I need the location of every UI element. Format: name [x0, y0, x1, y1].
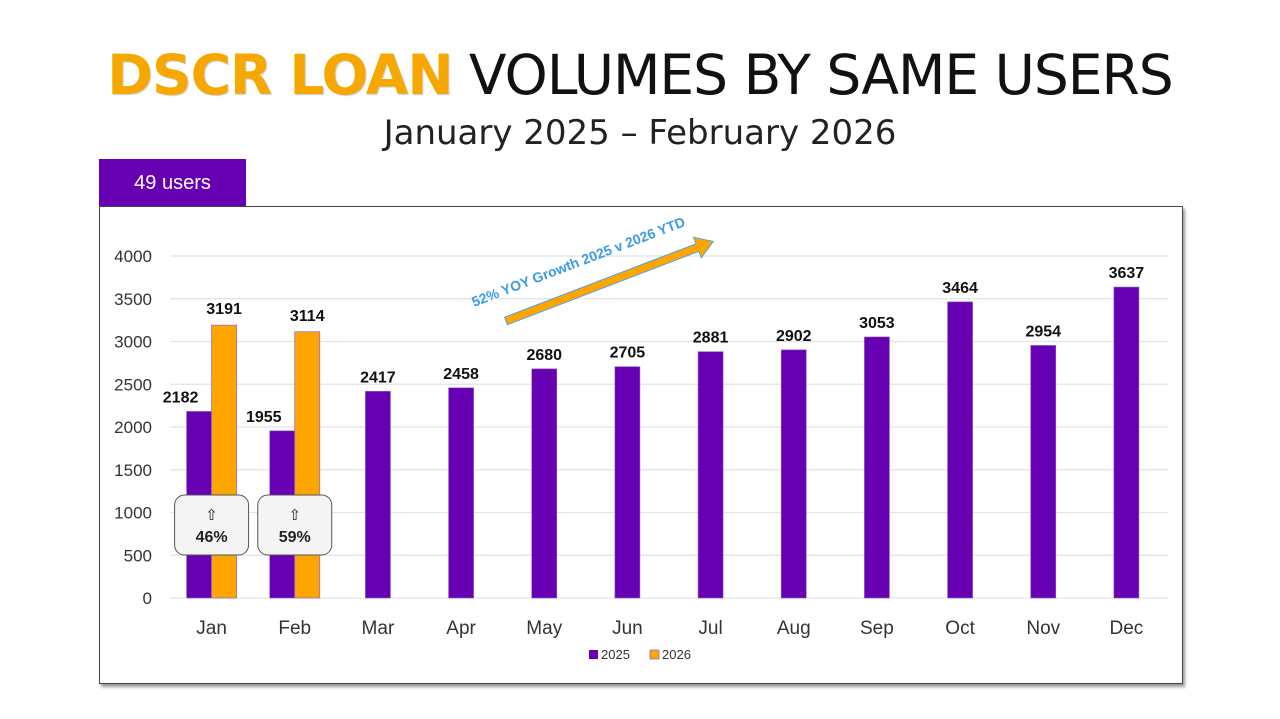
bar-2025 [365, 391, 391, 599]
subtitle: January 2025 – February 2026 [383, 113, 897, 153]
value-label: 1955 [246, 409, 282, 426]
bar-2025 [780, 349, 807, 599]
x-tick-label: Jul [698, 618, 722, 639]
value-label: 2954 [1025, 323, 1061, 340]
bar-2025 [697, 351, 724, 599]
chart-frame: 0 500 1000 1500 2000 2500 3000 3500 4000 2182 3191… [99, 206, 1183, 684]
growth-value: 46% [196, 529, 228, 546]
users-badge: 49 users [99, 159, 246, 207]
bar-2025 [947, 301, 973, 599]
x-tick-label: Dec [1110, 618, 1144, 639]
x-tick-label: Nov [1026, 618, 1060, 639]
value-label: 2705 [610, 345, 646, 362]
y-tick-label: 2500 [114, 375, 152, 394]
y-tick-label: 3000 [114, 333, 152, 352]
y-tick-label: 0 [143, 589, 152, 608]
y-tick-label: 2000 [114, 418, 152, 437]
bar-chart: 0 500 1000 1500 2000 2500 3000 3500 4000 2182 3191… [114, 213, 1168, 662]
up-arrow-icon: ⇧ [205, 507, 218, 524]
x-tick-label: Oct [945, 618, 975, 639]
growth-value: 59% [279, 529, 311, 546]
y-tick-label: 4000 [114, 247, 152, 266]
x-tick-label: Aug [777, 618, 811, 639]
legend-label-2025: 2025 [601, 647, 630, 662]
y-tick-label: 1000 [114, 504, 152, 523]
value-label: 2881 [693, 330, 729, 347]
value-label: 2417 [360, 369, 396, 386]
x-tick-label: Sep [860, 618, 894, 639]
bar-2025 [448, 387, 474, 599]
value-label: 3464 [942, 280, 978, 297]
value-label: 2182 [163, 389, 199, 406]
value-label: 3053 [859, 315, 895, 332]
x-tick-label: Jan [196, 618, 227, 639]
bar-2025 [1113, 286, 1140, 599]
value-label: 3191 [206, 301, 242, 318]
legend-swatch-2025 [589, 650, 598, 659]
title-highlight: DSCR LOAN [107, 43, 453, 107]
up-arrow-icon: ⇧ [288, 507, 301, 524]
page-title: DSCR LOAN VOLUMES BY SAME USERS [0, 42, 1280, 108]
growth-callout [174, 494, 250, 556]
legend-swatch-2026 [649, 649, 660, 660]
value-label: 2458 [443, 366, 479, 383]
x-tick-label: May [526, 618, 562, 639]
legend-label-2026: 2026 [662, 647, 691, 662]
value-label: 3114 [290, 308, 325, 325]
bar-2025 [1030, 345, 1057, 599]
value-label: 2902 [776, 328, 812, 345]
x-tick-label: Jun [612, 618, 643, 639]
bar-2025 [614, 366, 641, 599]
value-label: 3637 [1109, 265, 1145, 282]
x-tick-label: Mar [362, 618, 395, 639]
x-tick-label: Feb [278, 618, 311, 639]
bar-2026 [294, 331, 321, 599]
bar-2025 [531, 368, 558, 599]
x-tick-label: Apr [446, 618, 476, 639]
growth-arrow-icon [503, 236, 715, 326]
y-tick-label: 1500 [114, 461, 152, 480]
y-tick-label: 3500 [114, 290, 152, 309]
value-label: 2680 [526, 347, 562, 364]
y-tick-label: 500 [124, 546, 152, 565]
growth-callout [257, 494, 333, 556]
bar-2025 [864, 336, 890, 599]
bar-2026 [211, 324, 237, 599]
title-rest: VOLUMES BY SAME USERS [452, 43, 1174, 107]
